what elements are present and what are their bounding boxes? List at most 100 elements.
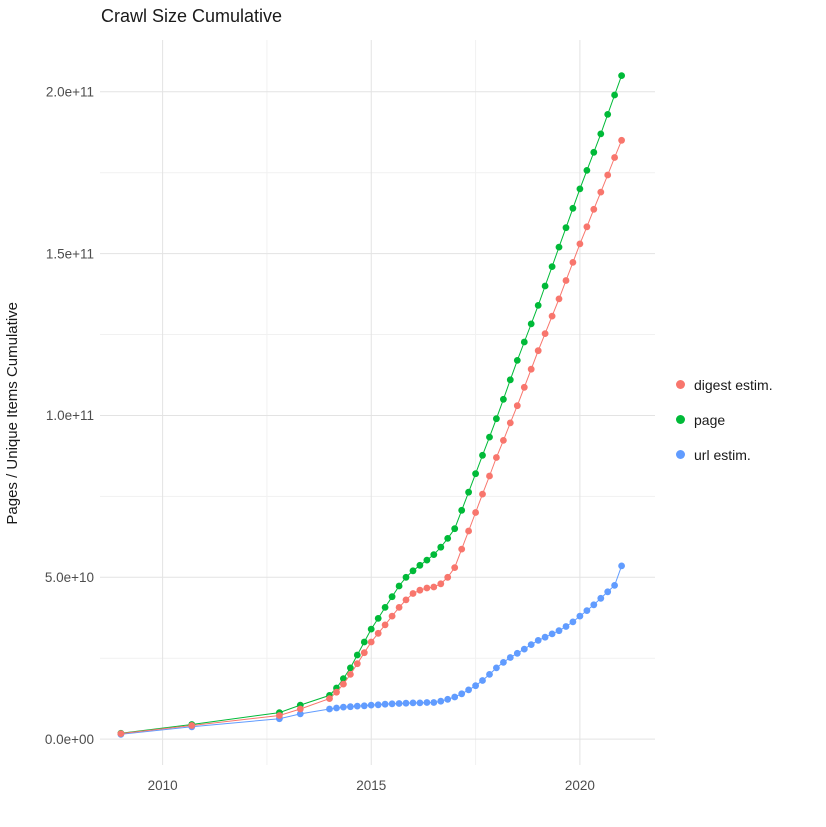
data-point: [513, 402, 521, 410]
data-point: [611, 91, 618, 99]
series-page: [117, 72, 625, 737]
data-point: [618, 72, 625, 79]
data-point: [541, 282, 549, 290]
data-point: [409, 699, 417, 707]
data-point: [381, 700, 389, 708]
y-tick-label: 1.0e+11: [46, 408, 94, 423]
y-axis-label: Pages / Unique Items Cumulative: [4, 302, 21, 525]
data-point: [326, 695, 333, 702]
data-point: [520, 645, 528, 653]
legend-label-url-estim: url estim.: [694, 446, 751, 463]
data-point: [583, 167, 591, 174]
data-point: [360, 649, 368, 657]
data-point: [618, 562, 625, 570]
y-tick-label: 2.0e+11: [46, 85, 94, 100]
data-point: [576, 240, 584, 248]
data-point: [500, 659, 507, 666]
data-point: [506, 376, 514, 384]
data-point: [333, 704, 340, 712]
x-tick-label: 2020: [565, 778, 595, 793]
x-tick-label: 2015: [356, 778, 386, 793]
legend-item-digest-estim: digest estim.: [676, 367, 773, 402]
data-point: [472, 470, 479, 478]
legend-item-page: page: [676, 402, 773, 437]
series-url-estim: [117, 562, 625, 738]
data-point: [276, 712, 283, 719]
data-point: [416, 561, 424, 569]
data-point: [395, 700, 403, 707]
data-point: [527, 365, 535, 373]
data-point: [423, 584, 431, 592]
data-point: [590, 205, 598, 213]
data-point: [360, 638, 368, 646]
data-point: [333, 688, 340, 696]
data-point: [520, 383, 528, 391]
data-point: [541, 330, 549, 337]
data-point: [569, 204, 577, 212]
legend-dot-url-estim-icon: [676, 450, 685, 459]
legend: digest estim. page url estim.: [676, 367, 773, 472]
y-tick-label: 1.5e+11: [46, 246, 94, 261]
gridlines-major: [100, 40, 655, 765]
data-point: [367, 625, 375, 633]
data-point: [555, 295, 563, 303]
data-point: [340, 675, 347, 682]
data-point: [451, 564, 459, 571]
data-point: [583, 223, 591, 231]
data-point: [548, 312, 556, 320]
data-point: [590, 601, 598, 609]
data-point: [402, 573, 410, 581]
data-point: [374, 615, 382, 622]
gridlines-minor: [100, 40, 655, 765]
data-point: [548, 630, 556, 638]
data-point: [395, 582, 403, 590]
data-point: [534, 637, 542, 644]
data-point: [296, 710, 304, 718]
y-axis-tick-labels: 0.0e+00 5.0e+10 1.0e+11 1.5e+11 2.0e+11: [45, 85, 94, 747]
data-point: [486, 472, 493, 480]
data-point: [367, 638, 375, 646]
data-point: [437, 543, 445, 551]
data-point: [423, 556, 431, 564]
data-point: [472, 682, 479, 690]
data-point: [569, 618, 577, 626]
data-point: [576, 612, 584, 620]
data-point: [381, 604, 389, 611]
data-point: [562, 224, 570, 232]
data-point: [597, 130, 605, 138]
data-point: [590, 148, 598, 156]
data-point: [374, 629, 382, 637]
data-point: [353, 651, 361, 659]
data-point: [444, 535, 452, 542]
data-point: [479, 490, 486, 498]
legend-label-page: page: [694, 411, 726, 428]
data-point: [430, 583, 438, 591]
data-point: [562, 277, 570, 284]
data-point: [402, 699, 410, 707]
data-point: [562, 623, 570, 630]
data-point: [388, 593, 396, 601]
legend-dot-page-icon: [676, 415, 685, 424]
data-point: [472, 509, 479, 516]
data-point: [347, 703, 354, 711]
data-point: [611, 582, 618, 589]
data-point: [444, 573, 452, 581]
data-point: [444, 695, 452, 703]
data-point: [583, 607, 591, 614]
data-point: [367, 701, 375, 709]
data-point: [486, 671, 493, 678]
data-point: [347, 671, 354, 678]
data-point: [458, 690, 466, 698]
series-digest-estim: [117, 136, 625, 737]
data-point: [451, 525, 459, 533]
data-point: [486, 433, 493, 441]
data-point: [576, 185, 584, 193]
data-point: [506, 654, 514, 661]
data-point: [604, 171, 612, 179]
data-point: [597, 594, 605, 602]
data-point: [500, 437, 507, 444]
data-point: [506, 419, 514, 427]
data-point: [548, 263, 556, 270]
data-point: [555, 243, 563, 251]
